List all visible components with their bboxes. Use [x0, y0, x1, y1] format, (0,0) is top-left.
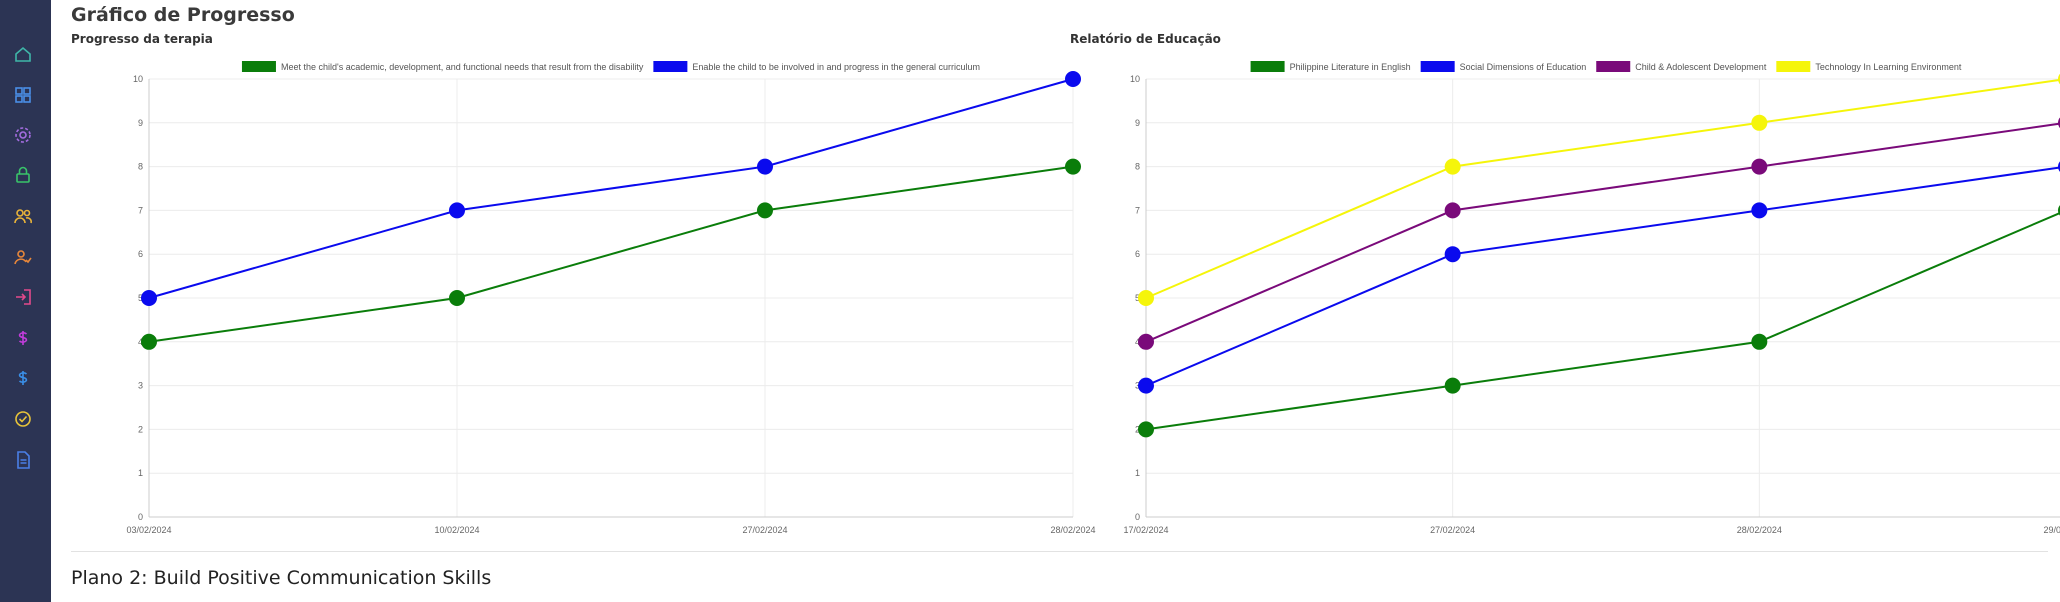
y-tick-label: 9	[1135, 118, 1140, 128]
series-line	[148, 78, 1074, 299]
series-line	[1145, 166, 2060, 387]
education-chart-title: Relatório de Educação	[1070, 32, 1221, 46]
y-tick-label: 7	[1135, 205, 1140, 215]
legend-swatch[interactable]	[1596, 61, 1631, 72]
user-check-icon[interactable]	[12, 246, 34, 268]
data-point[interactable]	[1138, 333, 1154, 350]
series-line	[148, 165, 1074, 343]
section-divider	[71, 551, 2048, 552]
y-tick-label: 8	[138, 162, 143, 172]
therapy-chart-title: Progresso da terapia	[71, 32, 213, 46]
legend-label[interactable]: Social Dimensions of Education	[1460, 62, 1587, 72]
legend-label[interactable]: Meet the child's academic, development, …	[281, 62, 644, 72]
x-tick-label: 17/02/2024	[1123, 525, 1168, 535]
x-tick-label: 10/02/2024	[434, 525, 479, 535]
x-tick-label: 28/02/2024	[1050, 525, 1095, 535]
legend-label[interactable]: Enable the child to be involved in and p…	[692, 62, 980, 72]
data-point[interactable]	[1138, 421, 1154, 438]
lock-icon[interactable]	[12, 164, 34, 186]
data-point[interactable]	[1751, 114, 1768, 131]
legend-label[interactable]: Technology In Learning Environment	[1815, 62, 1962, 72]
document-icon[interactable]	[12, 449, 34, 471]
legend-swatch[interactable]	[241, 61, 276, 72]
main-content: Gráfico de Progresso Progresso da terapi…	[51, 0, 2060, 602]
y-tick-label: 1	[138, 468, 143, 478]
y-tick-label: 0	[138, 512, 143, 522]
login-icon[interactable]	[12, 286, 34, 308]
data-point[interactable]	[449, 290, 465, 306]
chart-legend: Philippine Literature in English Social D…	[1250, 61, 1962, 72]
y-tick-label: 9	[138, 118, 143, 128]
y-tick-label: 10	[1130, 74, 1140, 84]
legend-label[interactable]: Philippine Literature in English	[1290, 62, 1411, 72]
y-tick-label: 3	[138, 381, 143, 391]
y-tick-label: 4	[138, 337, 143, 347]
data-point[interactable]	[141, 333, 157, 350]
data-point[interactable]	[1751, 158, 1768, 175]
grid-icon[interactable]	[12, 84, 34, 106]
legend-swatch[interactable]	[1250, 61, 1285, 72]
legend-swatch[interactable]	[1776, 61, 1811, 72]
data-point[interactable]	[1444, 377, 1461, 394]
data-point[interactable]	[1138, 290, 1154, 306]
data-point[interactable]	[141, 290, 157, 306]
legend-swatch[interactable]	[1420, 61, 1455, 72]
data-point[interactable]	[449, 202, 465, 219]
y-tick-label: 2	[138, 424, 143, 434]
data-point[interactable]	[1444, 246, 1461, 263]
education-report-chart: 0 1 2 3 4 5 6 7 8 9 10 17/02/2024 27/02/2024 28/02/20…	[1123, 61, 2060, 535]
users-icon[interactable]	[12, 205, 34, 227]
therapy-progress-chart: 0 1 2 3 4 5 6 7 8 9 10 03/02/2024 10/02/2024 27/02/20…	[126, 61, 1096, 535]
data-point[interactable]	[757, 158, 773, 175]
data-point[interactable]	[1751, 333, 1768, 350]
data-point[interactable]	[1065, 158, 1081, 175]
y-tick-label: 2	[1135, 424, 1140, 434]
check-circle-icon[interactable]	[12, 408, 34, 430]
y-tick-label: 4	[1135, 337, 1140, 347]
y-tick-label: 1	[1135, 468, 1140, 478]
chart-legend: Meet the child's academic, development, …	[241, 61, 980, 72]
y-tick-label: 8	[1135, 162, 1140, 172]
x-tick-label: 03/02/2024	[126, 525, 171, 535]
x-tick-label: 27/02/2024	[1430, 525, 1475, 535]
y-tick-label: 10	[133, 74, 143, 84]
page-title: Gráfico de Progresso	[71, 4, 295, 26]
data-point[interactable]	[757, 202, 773, 219]
legend-swatch[interactable]	[653, 61, 688, 72]
data-point[interactable]	[1138, 377, 1154, 394]
y-tick-label: 6	[138, 249, 143, 259]
y-tick-label: 6	[1135, 249, 1140, 259]
y-tick-label: 3	[1135, 381, 1140, 391]
y-tick-label: 7	[138, 205, 143, 215]
data-point[interactable]	[1444, 202, 1461, 219]
x-tick-label: 27/02/2024	[742, 525, 787, 535]
y-tick-label: 0	[1135, 512, 1140, 522]
sidebar	[0, 0, 51, 602]
gear-icon[interactable]	[12, 124, 34, 146]
y-tick-label: 5	[1135, 293, 1140, 303]
series-line	[1145, 122, 2060, 343]
series-line	[1145, 78, 2060, 299]
y-tick-label: 5	[138, 293, 143, 303]
plan-title: Plano 2: Build Positive Communication Sk…	[71, 567, 492, 589]
legend-label[interactable]: Child & Adolescent Development	[1635, 62, 1767, 72]
data-point[interactable]	[1065, 71, 1081, 87]
data-point[interactable]	[1751, 202, 1768, 219]
x-tick-label: 28/02/2024	[1737, 525, 1782, 535]
dollar-icon[interactable]	[12, 327, 34, 349]
home-icon[interactable]	[12, 43, 34, 65]
series-line	[1145, 211, 2060, 431]
dollar-alt-icon[interactable]	[12, 367, 34, 389]
x-tick-label: 29/02/2024	[2043, 525, 2060, 535]
data-point[interactable]	[1444, 158, 1461, 175]
